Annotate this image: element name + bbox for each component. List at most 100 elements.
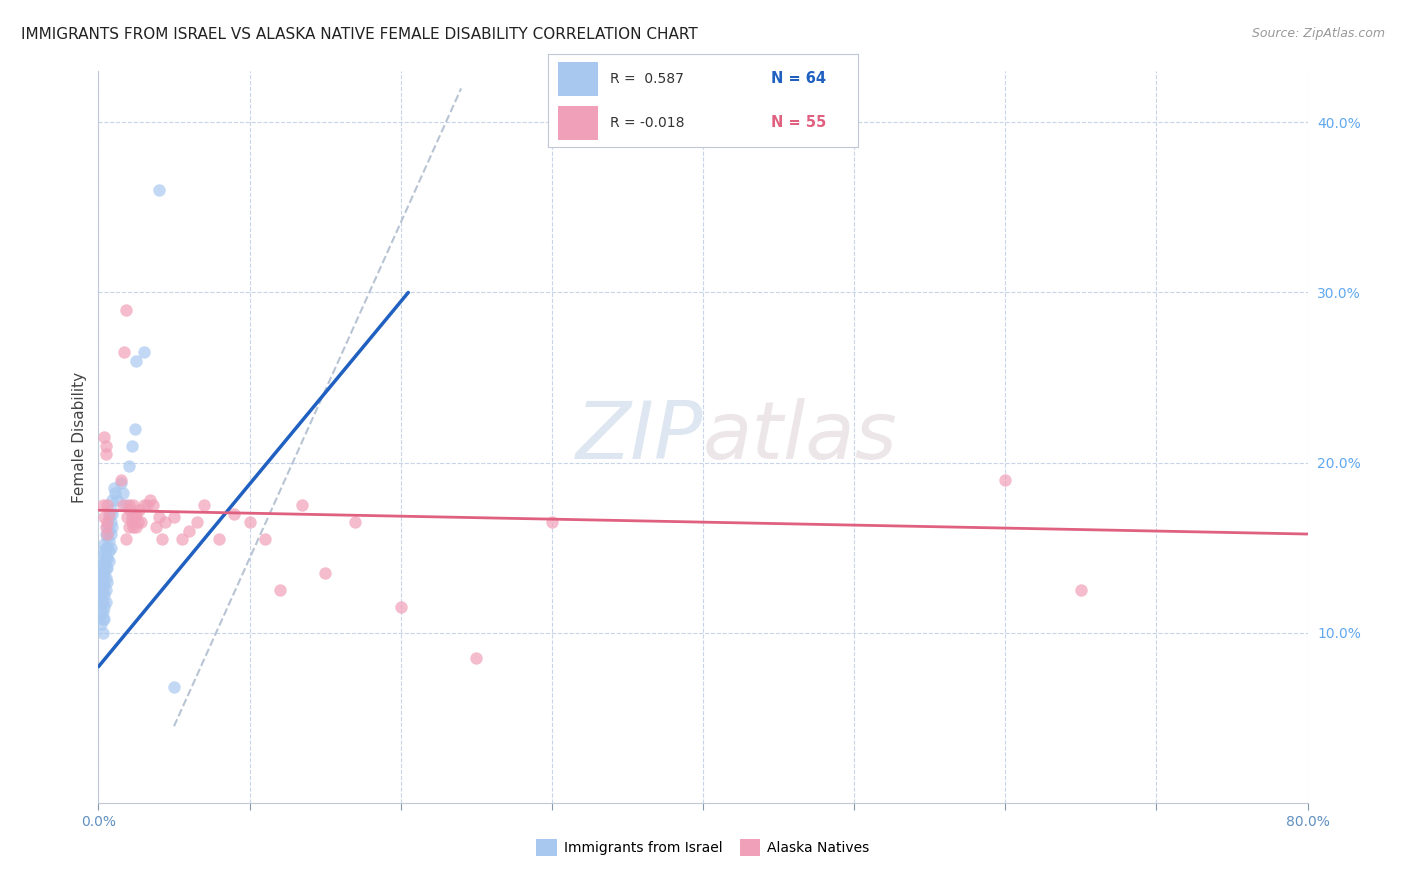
Point [269, 583, 291, 598]
Point [96, 574, 118, 589]
Point [100, 541, 122, 555]
Text: N = 55: N = 55 [770, 115, 827, 130]
Point [93, 588, 115, 602]
Point [89, 578, 111, 592]
Point [93, 558, 115, 572]
Point [103, 481, 125, 495]
Point [98, 524, 121, 538]
Point [344, 515, 367, 529]
Point [163, 510, 186, 524]
Point [118, 498, 141, 512]
Point [90, 583, 112, 598]
Point [93, 600, 115, 615]
Point [91, 625, 114, 640]
Point [163, 680, 186, 694]
Point [96, 515, 118, 529]
Point [132, 345, 155, 359]
Point [118, 458, 141, 473]
Point [91, 585, 114, 599]
Point [98, 510, 121, 524]
Point [994, 473, 1017, 487]
Point [91, 595, 114, 609]
Point [96, 541, 118, 555]
Point [112, 345, 135, 359]
Point [94, 527, 117, 541]
Point [91, 565, 114, 579]
Point [93, 430, 115, 444]
Point [93, 510, 115, 524]
Point [540, 515, 562, 529]
Point [94, 571, 117, 585]
Legend: Immigrants from Israel, Alaska Natives: Immigrants from Israel, Alaska Natives [531, 834, 875, 862]
Point [94, 550, 117, 565]
Point [115, 510, 138, 524]
Point [114, 302, 136, 317]
Point [96, 498, 118, 512]
Text: atlas: atlas [703, 398, 898, 476]
Point [93, 537, 115, 551]
Point [96, 520, 118, 534]
Point [125, 520, 148, 534]
Point [465, 651, 488, 665]
Point [105, 493, 128, 508]
Point [94, 439, 117, 453]
Point [118, 520, 141, 534]
Point [121, 439, 143, 453]
Text: R = -0.018: R = -0.018 [610, 116, 685, 130]
Point [127, 515, 149, 529]
Point [98, 507, 121, 521]
Point [96, 561, 118, 575]
Point [91, 574, 114, 589]
Point [93, 567, 115, 582]
Point [90, 595, 112, 609]
Point [114, 532, 136, 546]
Point [101, 520, 124, 534]
Point [100, 527, 122, 541]
Point [193, 498, 215, 512]
Point [142, 498, 165, 512]
Point [124, 421, 146, 435]
Point [98, 544, 121, 558]
Point [98, 554, 121, 568]
Point [253, 532, 276, 546]
Point [208, 532, 231, 546]
Y-axis label: Female Disability: Female Disability [72, 371, 87, 503]
Point [314, 566, 336, 581]
Point [111, 486, 134, 500]
Point [239, 515, 262, 529]
Point [145, 520, 167, 534]
FancyBboxPatch shape [558, 62, 598, 95]
Point [125, 507, 148, 521]
Point [94, 447, 117, 461]
Point [94, 520, 117, 534]
Point [90, 605, 112, 619]
Point [101, 507, 124, 521]
Point [186, 515, 208, 529]
Point [389, 600, 412, 615]
Point [139, 493, 162, 508]
Point [122, 520, 145, 534]
Point [94, 561, 117, 575]
Text: IMMIGRANTS FROM ISRAEL VS ALASKA NATIVE FEMALE DISABILITY CORRELATION CHART: IMMIGRANTS FROM ISRAEL VS ALASKA NATIVE … [21, 27, 697, 42]
Point [224, 507, 246, 521]
Point [91, 544, 114, 558]
FancyBboxPatch shape [558, 106, 598, 140]
Point [135, 498, 157, 512]
Point [291, 498, 314, 512]
Point [121, 515, 143, 529]
Point [120, 503, 142, 517]
Point [110, 473, 132, 487]
Point [90, 558, 112, 572]
Point [91, 612, 114, 626]
Text: Source: ZipAtlas.com: Source: ZipAtlas.com [1251, 27, 1385, 40]
Point [96, 527, 118, 541]
Point [179, 524, 201, 538]
Point [150, 532, 173, 546]
Point [93, 578, 115, 592]
Point [101, 493, 124, 508]
Text: R =  0.587: R = 0.587 [610, 72, 685, 86]
Point [91, 605, 114, 619]
Point [89, 566, 111, 581]
Point [122, 498, 145, 512]
Text: ZIP: ZIP [575, 398, 703, 476]
